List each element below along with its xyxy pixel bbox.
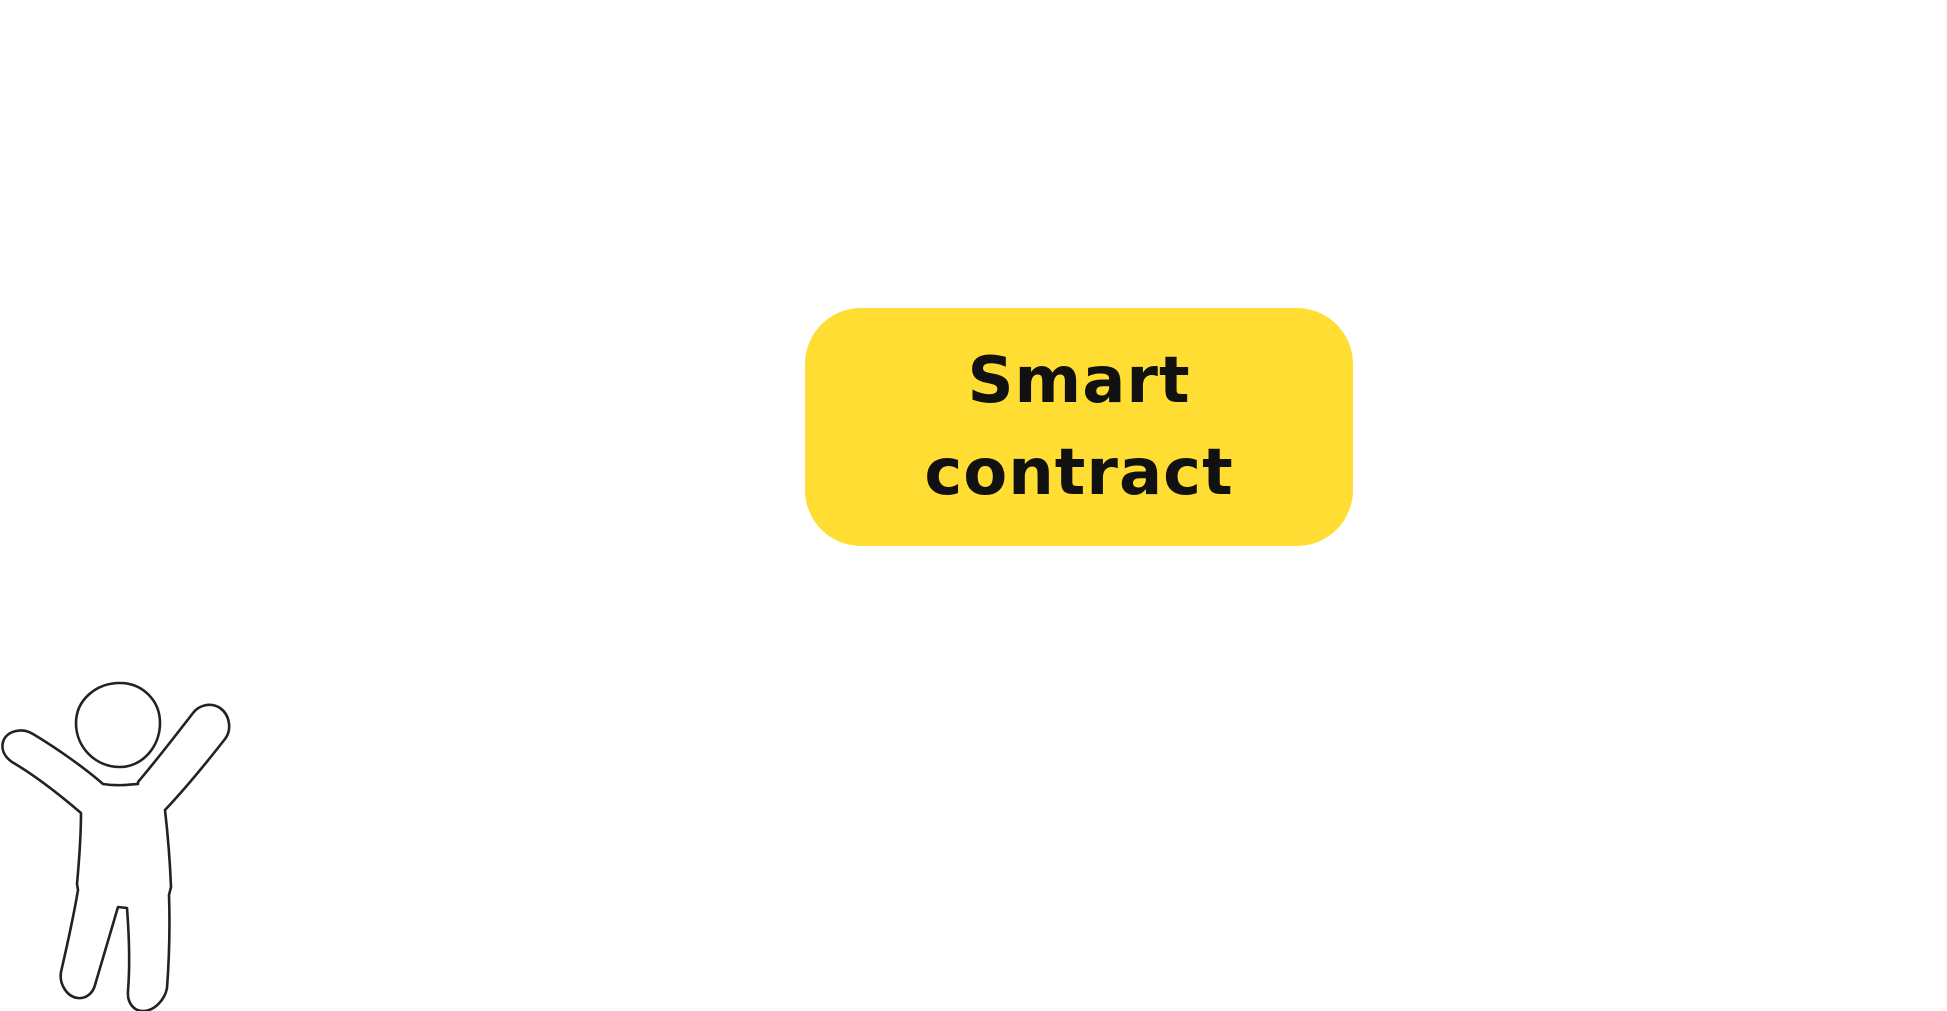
person-body bbox=[1, 703, 231, 1011]
person-head bbox=[74, 681, 162, 769]
smart-contract-label-line2: contract bbox=[924, 436, 1234, 510]
person-arms-raised-icon bbox=[1, 681, 231, 1011]
smart-contract-node: Smart contract bbox=[805, 308, 1353, 546]
smart-contract-label-line1: Smart bbox=[967, 344, 1191, 418]
